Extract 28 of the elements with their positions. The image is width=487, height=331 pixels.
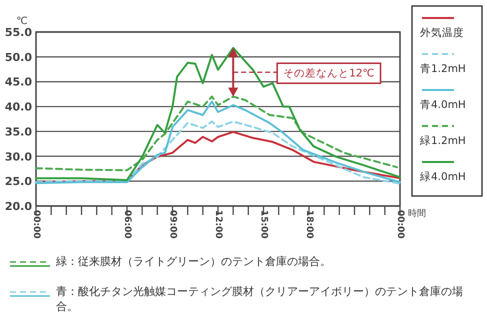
line-series bbox=[35, 46, 401, 182]
y-tick-label: 40.0 bbox=[4, 100, 32, 114]
legend-label: 青4.0mH bbox=[420, 98, 466, 111]
y-tick-label: 45.0 bbox=[4, 76, 32, 89]
y-tick-label: 30.0 bbox=[4, 150, 32, 164]
legend-label: 緑4.0mH bbox=[419, 171, 466, 183]
x-axis-title: 時間 bbox=[408, 208, 426, 219]
x-tick-label: 18:00 bbox=[304, 210, 314, 239]
line-series bbox=[35, 100, 401, 184]
y-tick-label: 55.0 bbox=[4, 26, 32, 39]
legend-label: 外気温度 bbox=[420, 26, 464, 39]
line-series bbox=[35, 120, 401, 185]
y-axis-title: ℃ bbox=[16, 16, 28, 27]
text: 青：酸化チタン光触媒コーティング膜材（クリアーアイボリー）のテント倉庫の場合。 bbox=[56, 284, 464, 314]
x-tick-label: 06:00 bbox=[122, 210, 132, 239]
x-tick-label: 09:00 bbox=[168, 210, 178, 239]
y-tick-label: 25.0 bbox=[4, 175, 32, 188]
x-tick-label: 12:00 bbox=[213, 210, 223, 239]
y-tick-label: 50.0 bbox=[4, 50, 32, 64]
annotation: その差なんと12℃ bbox=[283, 67, 375, 80]
legend-label: 緑1.2mH bbox=[419, 135, 466, 147]
text: 緑：従来膜材（ライトグリーン）のテント倉庫の場合。 bbox=[56, 254, 332, 269]
x-tick-label: 00:00 bbox=[31, 210, 41, 239]
x-tick-label: 00:00 bbox=[395, 210, 405, 239]
legend-label: 青1.2mH bbox=[420, 62, 466, 75]
x-tick-label: 15:00 bbox=[258, 210, 268, 239]
y-tick-label: 35.0 bbox=[4, 125, 32, 138]
y-tick-label: 20.0 bbox=[4, 200, 32, 213]
